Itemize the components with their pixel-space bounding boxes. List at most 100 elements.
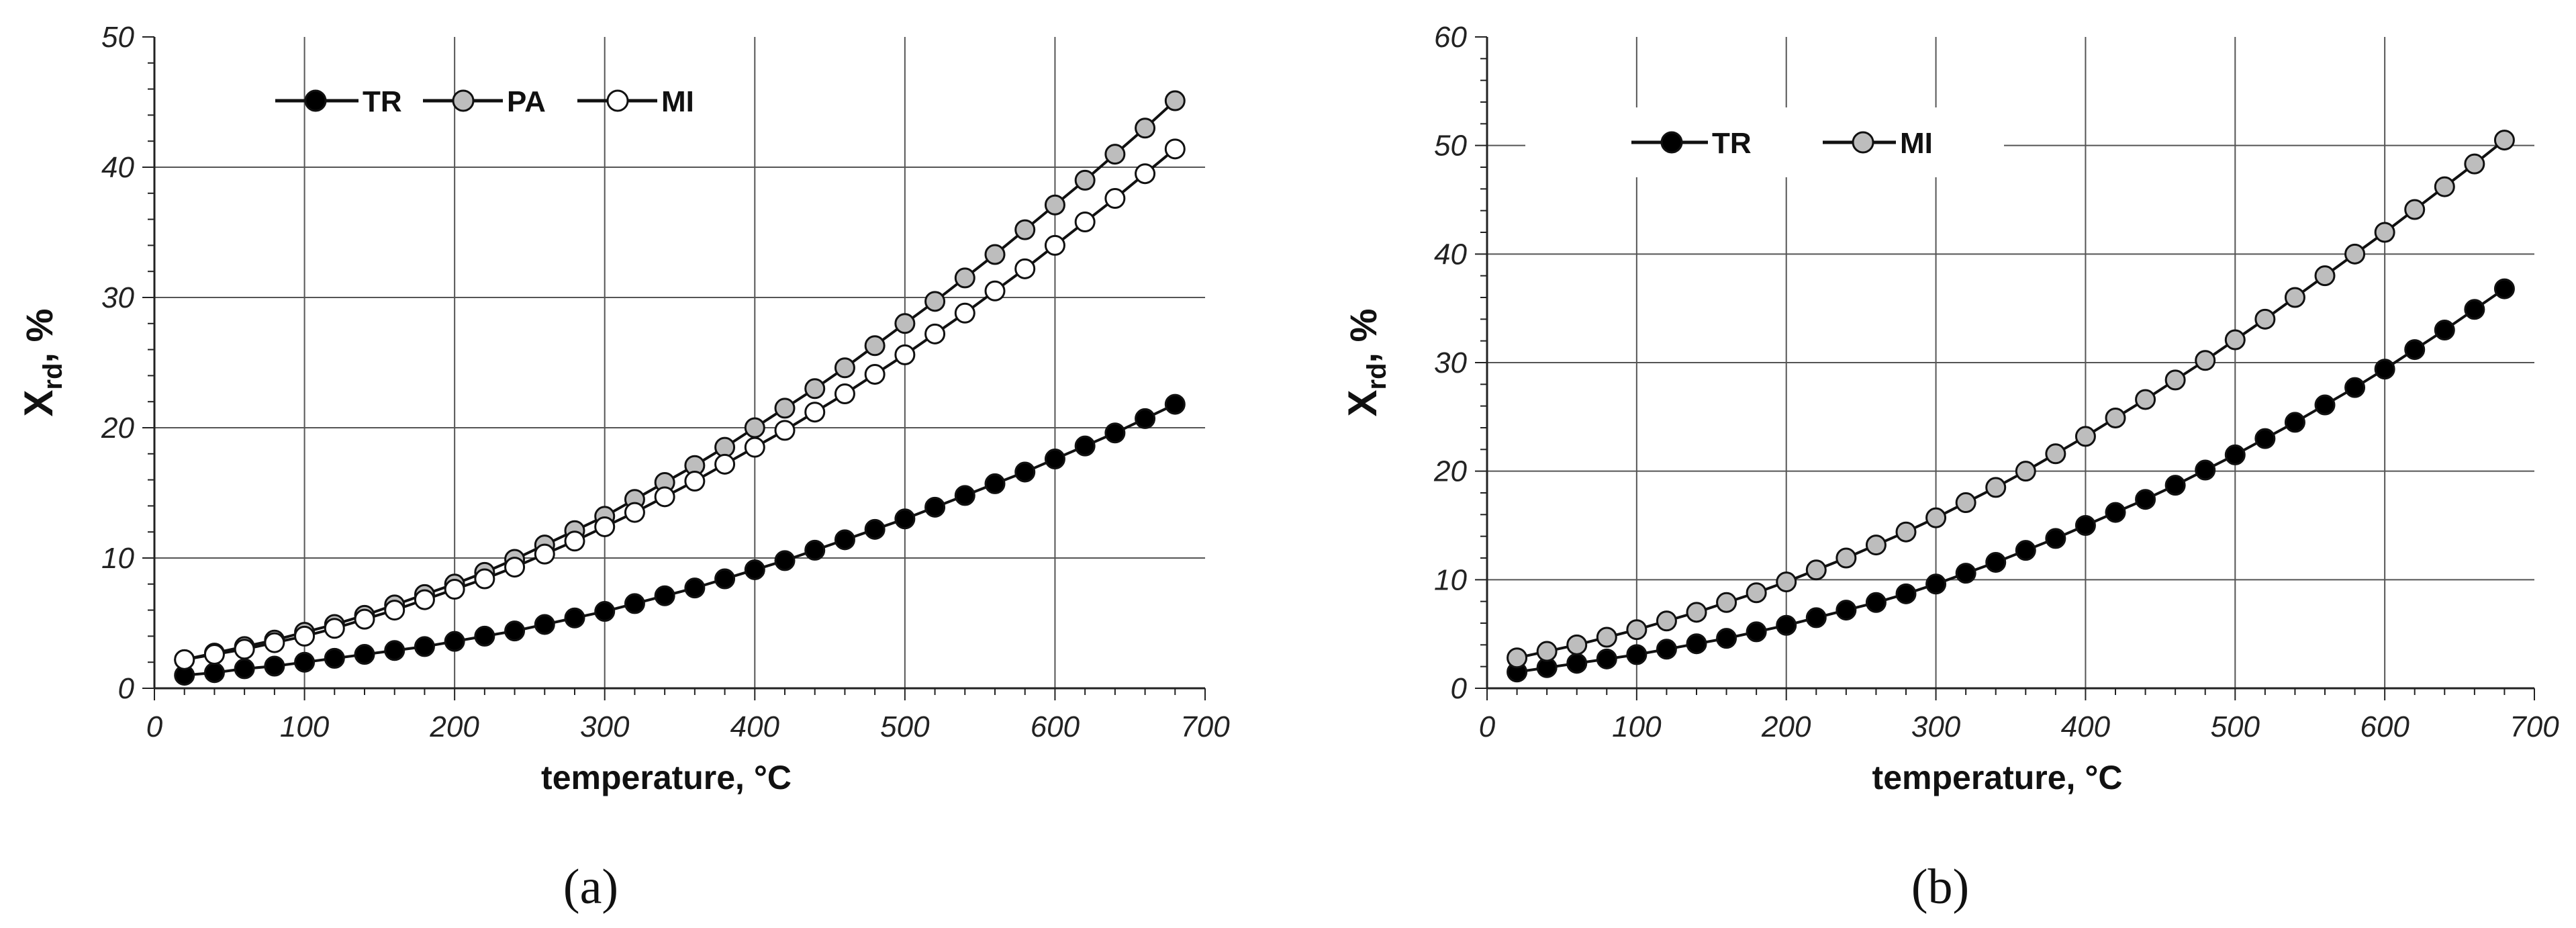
data-point-tr — [2195, 459, 2216, 481]
y-axis-label-main: X — [1340, 389, 1385, 416]
data-point-mi — [1716, 592, 1737, 613]
x-tick-label: 0 — [146, 710, 163, 743]
x-tick-label: 600 — [1031, 710, 1080, 743]
data-point-mi — [1656, 610, 1677, 632]
data-point-mi — [1014, 258, 1036, 279]
data-point-mi — [804, 402, 826, 423]
data-point-mi — [2105, 407, 2126, 428]
x-tick-label: 100 — [280, 710, 330, 743]
y-tick-label: 0 — [118, 672, 135, 705]
chart-a: 0 100 200 300 400 500 600 700 0 10 20 30 40 50 tempera… — [16, 21, 1230, 915]
y-axis-label-main: X — [16, 389, 61, 416]
data-point-mi — [774, 420, 796, 441]
x-tick-label: 500 — [880, 710, 930, 743]
y-axis-label: Xrd, % — [16, 309, 68, 417]
data-point-mi — [2045, 443, 2066, 465]
x-tick-label: 600 — [2360, 710, 2410, 743]
data-point-mi — [2464, 153, 2485, 175]
x-tick-label: 300 — [580, 710, 630, 743]
series-line-tr — [1517, 287, 2506, 674]
data-point-tr — [354, 644, 375, 665]
data-point-tr — [2074, 515, 2096, 536]
data-point-mi — [1566, 634, 1588, 655]
data-point-mi — [174, 649, 195, 670]
data-point-mi — [1985, 477, 2007, 498]
data-point-pa — [1014, 219, 1036, 240]
x-axis-label: temperature, °C — [541, 759, 792, 796]
legend-label-tr: TR — [1712, 127, 1752, 160]
data-point-mi — [1865, 535, 1887, 556]
data-point-mi — [264, 632, 285, 653]
data-point-pa — [954, 267, 975, 289]
data-point-tr — [1656, 639, 1677, 660]
data-point-tr — [744, 559, 765, 580]
data-point-tr — [1835, 600, 1857, 621]
data-point-mi — [2135, 389, 2156, 410]
data-point-tr — [594, 601, 616, 622]
data-point-mi — [384, 600, 406, 621]
data-point-tr — [894, 508, 916, 530]
data-point-tr — [234, 658, 255, 680]
data-point-tr — [1865, 592, 1887, 613]
data-point-tr — [2374, 359, 2395, 380]
data-point-tr — [504, 620, 526, 642]
x-tick-label: 100 — [1612, 710, 1662, 743]
data-point-mi — [1805, 559, 1827, 581]
legend-box — [1525, 107, 2004, 177]
data-point-mi — [684, 471, 706, 492]
data-point-mi — [894, 344, 916, 365]
data-point-mi — [1596, 627, 1617, 648]
data-point-tr — [954, 485, 975, 506]
y-axis-label-sub: rd — [38, 363, 68, 389]
data-point-mi — [624, 502, 645, 523]
data-point-pa — [774, 398, 796, 419]
legend-label-mi: MI — [1900, 127, 1933, 160]
data-point-pa — [924, 291, 946, 312]
x-axis-label: temperature, °C — [1872, 759, 2123, 796]
data-point-pa — [834, 357, 855, 379]
data-point-tr — [2105, 502, 2126, 523]
data-point-tr — [654, 585, 675, 606]
legend-marker-mi — [606, 89, 629, 112]
data-point-mi — [1776, 571, 1797, 593]
data-point-tr — [2493, 278, 2515, 299]
data-point-tr — [1566, 653, 1588, 674]
y-tick-label: 20 — [1433, 455, 1467, 488]
data-point-mi — [203, 644, 225, 665]
legend-marker-tr — [1660, 131, 1683, 154]
data-point-tr — [294, 651, 316, 673]
data-point-tr — [2164, 475, 2186, 496]
data-point-tr — [1686, 633, 1707, 655]
data-point-mi — [2254, 308, 2276, 330]
data-point-mi — [1104, 188, 1126, 210]
series-line-mi — [1517, 139, 2506, 659]
data-point-tr — [1895, 583, 1917, 604]
y-tick-label: 40 — [1434, 238, 1467, 271]
x-tick-label: 700 — [2510, 710, 2559, 743]
data-point-tr — [804, 539, 826, 561]
data-point-mi — [2164, 369, 2186, 391]
y-tick-label: 30 — [101, 281, 134, 314]
data-point-mi — [2434, 176, 2455, 197]
data-point-mi — [2015, 461, 2036, 482]
data-point-mi — [474, 568, 495, 590]
data-point-mi — [1135, 163, 1156, 185]
data-point-tr — [534, 614, 555, 635]
data-point-mi — [2344, 243, 2366, 265]
data-point-tr — [1805, 607, 1827, 629]
x-tick-label: 200 — [1761, 710, 1811, 743]
y-tick-label: 10 — [1434, 563, 1467, 596]
data-point-mi — [1507, 647, 1528, 669]
data-point-mi — [2404, 199, 2426, 220]
data-point-mi — [834, 383, 855, 405]
series-line-mi — [184, 148, 1176, 661]
data-point-mi — [744, 436, 765, 458]
data-point-mi — [1164, 138, 1186, 160]
data-point-tr — [564, 607, 585, 629]
chart-b: 0 100 200 300 400 500 600 700 0 10 20 30 40 50 60 tempe… — [1340, 21, 2559, 915]
data-point-mi — [654, 486, 675, 508]
data-point-tr — [474, 625, 495, 647]
data-point-tr — [1014, 461, 1036, 483]
y-tick-label: 50 — [1434, 130, 1467, 163]
data-point-mi — [1686, 602, 1707, 623]
